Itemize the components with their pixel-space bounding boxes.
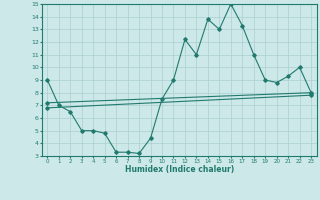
X-axis label: Humidex (Indice chaleur): Humidex (Indice chaleur) (124, 165, 234, 174)
